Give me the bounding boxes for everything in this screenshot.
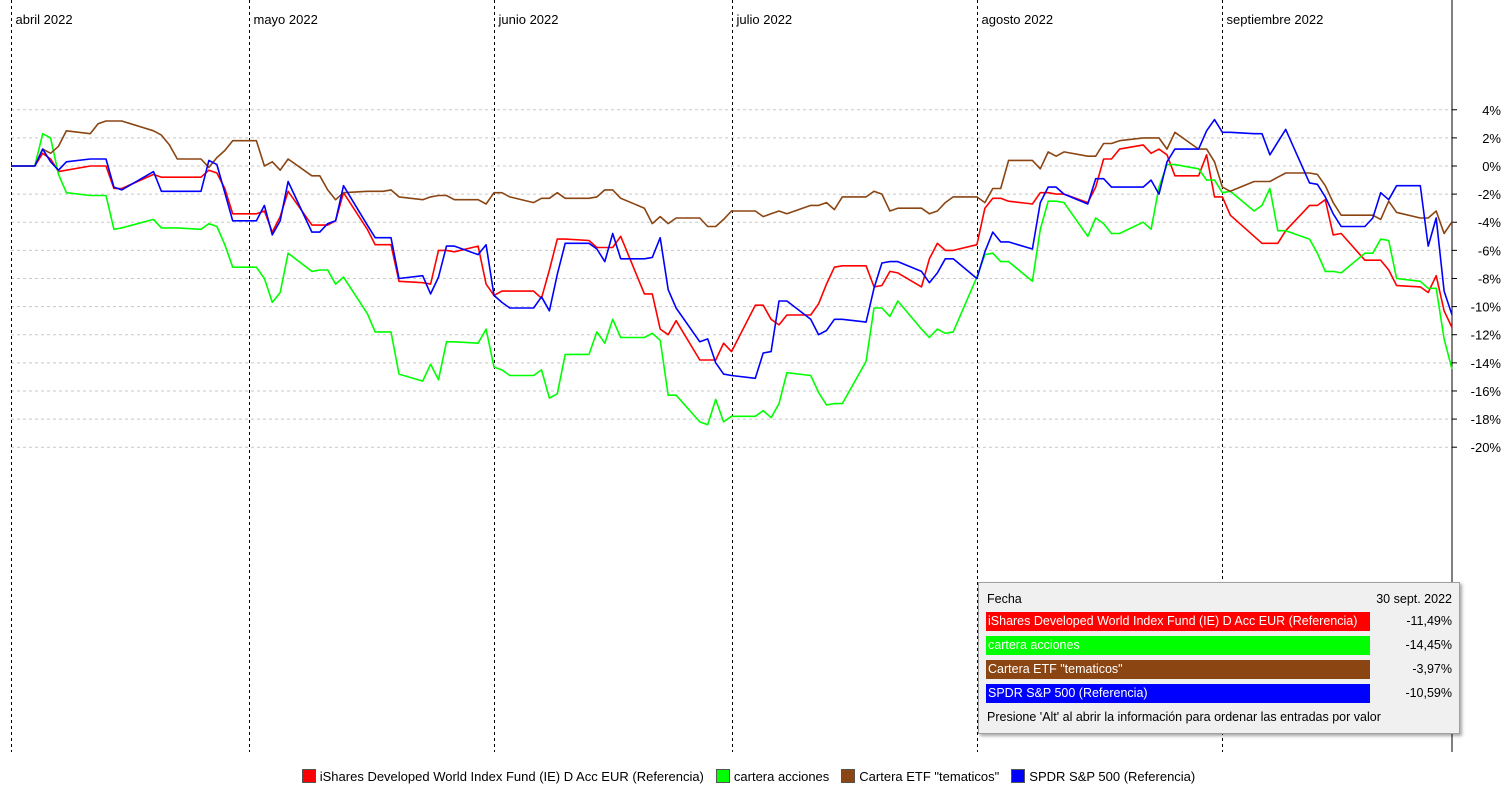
legend-item-cartera-etf[interactable]: Cartera ETF "tematicos" <box>841 765 999 787</box>
month-label: mayo 2022 <box>254 12 318 27</box>
tooltip-date-value: 30 sept. 2022 <box>1376 592 1452 606</box>
legend-label: cartera acciones <box>733 768 830 784</box>
series-lines <box>11 118 1453 426</box>
tooltip-date-label: Fecha <box>987 592 1022 606</box>
tooltip-row-value: -14,45% <box>1405 638 1452 652</box>
legend-swatch <box>301 769 316 783</box>
month-label: septiembre 2022 <box>1227 12 1324 27</box>
tooltip-row-cartera-acciones: cartera acciones -14,45% <box>986 636 1452 655</box>
legend-swatch <box>841 769 856 783</box>
info-tooltip: Fecha 30 sept. 2022 iShares Developed Wo… <box>978 582 1460 734</box>
y-tick-label: -4% <box>1478 215 1502 230</box>
month-label: julio 2022 <box>736 12 793 27</box>
y-tick-label: 4% <box>1482 103 1501 118</box>
legend-label: SPDR S&P 500 (Referencia) <box>1029 768 1196 784</box>
y-tick-label: -2% <box>1478 187 1502 202</box>
y-tick-label: -12% <box>1471 328 1502 343</box>
y-tick-label: -6% <box>1478 243 1502 258</box>
legend-item-spdr[interactable]: SPDR S&P 500 (Referencia) <box>1011 765 1195 787</box>
y-tick-label: -18% <box>1471 412 1502 427</box>
y-tick-label: -8% <box>1478 271 1502 286</box>
y-tick-label: -14% <box>1471 356 1502 371</box>
y-tick-label: -16% <box>1471 384 1502 399</box>
legend-label: iShares Developed World Index Fund (IE) … <box>319 768 704 784</box>
tooltip-row-value: -10,59% <box>1405 686 1452 700</box>
legend-swatch <box>1011 769 1026 783</box>
legend-label: Cartera ETF "tematicos" <box>859 768 1000 784</box>
tooltip-row-label: SPDR S&P 500 (Referencia) <box>986 684 1370 703</box>
series-line <box>11 120 1453 235</box>
tooltip-hint: Presione 'Alt' al abrir la información p… <box>987 710 1381 724</box>
y-tick-label: 0% <box>1482 159 1501 174</box>
series-line <box>11 118 1453 380</box>
month-label: junio 2022 <box>498 12 559 27</box>
month-label: abril 2022 <box>16 12 73 27</box>
y-tick-label: 2% <box>1482 131 1501 146</box>
legend-item-ishares[interactable]: iShares Developed World Index Fund (IE) … <box>301 765 704 787</box>
tooltip-row-value: -3,97% <box>1412 662 1452 676</box>
tooltip-row-value: -11,49% <box>1406 614 1452 628</box>
y-axis: 4% 2% 0% -2% -4% -6% -8% -10% -12% -14% -16% -18% -2… <box>1451 0 1502 752</box>
legend-swatch <box>715 769 730 783</box>
horizontal-gridlines <box>11 109 1452 448</box>
y-tick-label: -20% <box>1471 440 1502 455</box>
performance-chart: abril 2022 mayo 2022 junio 2022 julio 2022 a… <box>11 0 1502 752</box>
series-line <box>11 132 1453 426</box>
tooltip-row-cartera-etf: Cartera ETF "tematicos" -3,97% <box>986 660 1452 679</box>
tooltip-row-label: cartera acciones <box>986 636 1370 655</box>
chart-legend: iShares Developed World Index Fund (IE) … <box>0 765 1509 787</box>
tooltip-row-spdr: SPDR S&P 500 (Referencia) -10,59% <box>986 684 1452 703</box>
month-label: agosto 2022 <box>982 12 1054 27</box>
tooltip-row-ishares: iShares Developed World Index Fund (IE) … <box>986 612 1452 631</box>
y-tick-label: -10% <box>1471 300 1502 315</box>
tooltip-row-label: Cartera ETF "tematicos" <box>986 660 1370 679</box>
legend-item-cartera-acciones[interactable]: cartera acciones <box>715 765 830 787</box>
tooltip-row-label: iShares Developed World Index Fund (IE) … <box>986 612 1370 631</box>
